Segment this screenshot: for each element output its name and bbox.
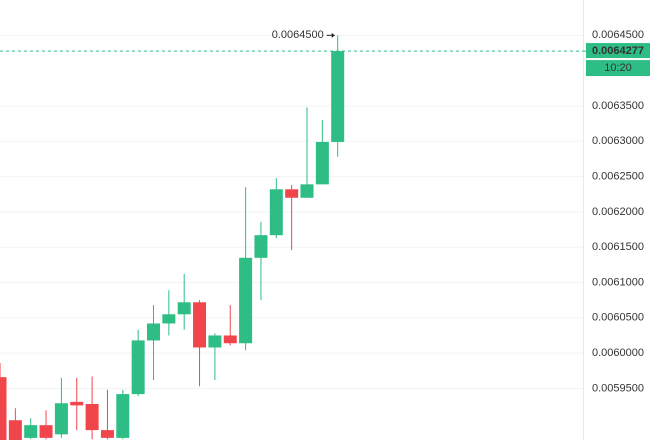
candle-body <box>0 377 7 440</box>
candle-body <box>315 141 329 185</box>
y-tick-label: 0.0064500 <box>592 29 644 41</box>
high-marker-label: 0.0064500 <box>272 29 324 41</box>
candle-body <box>39 425 53 438</box>
candle-body <box>254 235 268 258</box>
candle-body <box>285 189 299 198</box>
y-tick-label: 0.0062000 <box>592 206 644 218</box>
last-price-label: 0.0064277 <box>592 45 644 57</box>
y-tick-label: 0.0060000 <box>592 347 644 359</box>
high-marker-arrowhead <box>331 32 335 38</box>
y-tick-label: 0.0062500 <box>592 170 644 182</box>
candle-body <box>147 323 160 341</box>
last-price-box <box>586 43 650 59</box>
candle-body <box>70 401 84 406</box>
candle-body <box>131 340 145 395</box>
last-time-box <box>586 60 650 77</box>
y-tick-label: 0.0060500 <box>592 312 644 324</box>
candle-body <box>8 420 22 440</box>
candle-body <box>269 189 283 236</box>
candle-body <box>331 51 345 142</box>
candle-body <box>239 257 253 344</box>
candle-body <box>54 403 68 435</box>
y-tick-label: 0.0063500 <box>592 100 644 112</box>
candle-body <box>85 403 99 431</box>
candle-body <box>223 335 237 344</box>
candle-body <box>100 430 114 438</box>
candle-body <box>24 425 38 438</box>
y-tick-label: 0.0063000 <box>592 135 644 147</box>
candle-body <box>177 302 191 315</box>
candle-body <box>162 314 176 324</box>
candle-body <box>208 335 222 348</box>
last-time-label: 10:20 <box>604 62 632 74</box>
y-tick-label: 0.0059500 <box>592 382 644 394</box>
candle-body <box>116 394 130 438</box>
y-tick-label: 0.0061500 <box>592 241 644 253</box>
y-tick-label: 0.0061000 <box>592 276 644 288</box>
candle-body <box>193 302 207 348</box>
candle-body <box>300 184 314 198</box>
